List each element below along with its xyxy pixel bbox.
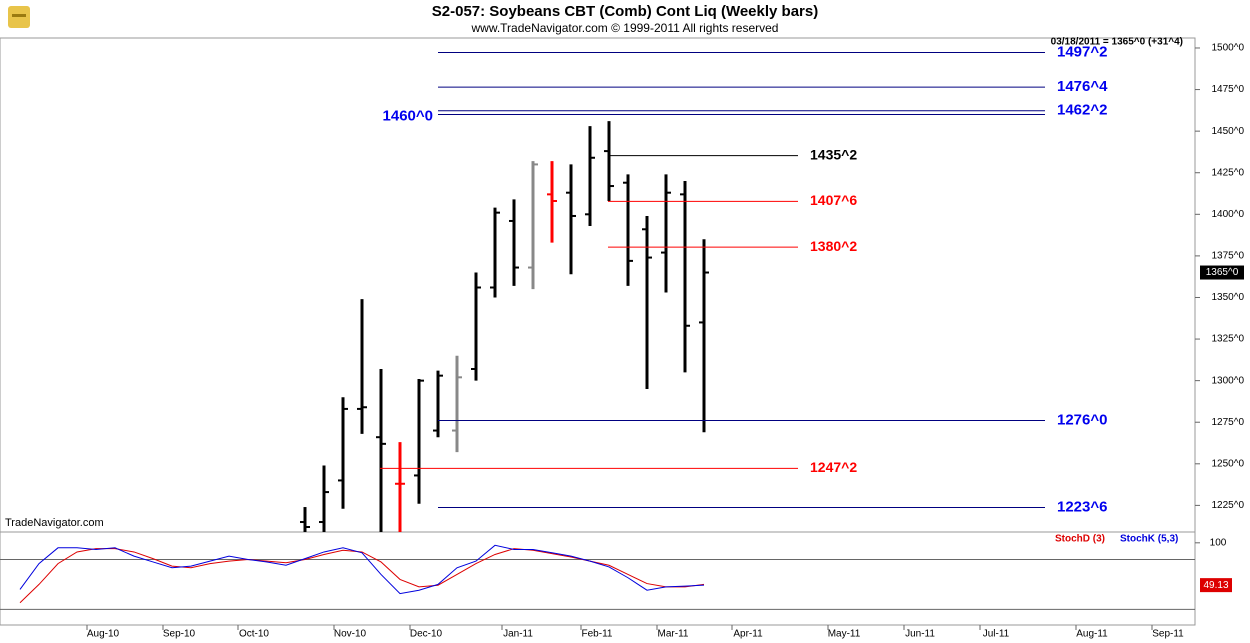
x-tick-label: Aug-10: [87, 629, 120, 640]
level-label: 1407^6: [810, 192, 857, 208]
annotation: 03/18/2011 = 1365^0 (+31^4): [1051, 37, 1183, 48]
watermark: TradeNavigator.com: [5, 517, 104, 529]
x-tick-label: Feb-11: [582, 629, 613, 640]
last-price-box: [1200, 265, 1244, 280]
x-tick-label: Oct-10: [239, 629, 269, 640]
level-label: 1460^0: [383, 107, 433, 124]
x-tick-label: Sep-10: [163, 629, 196, 640]
price-bars: [300, 121, 709, 532]
x-tick-label: Jan-11: [503, 629, 533, 640]
x-tick-label: Jul-11: [983, 629, 1010, 640]
level-label: 1247^2: [810, 459, 857, 475]
y-tick-label: 1475^0: [1212, 84, 1245, 95]
level-label: 1476^4: [1057, 78, 1108, 95]
level-label: 1380^2: [810, 238, 857, 254]
stoch-line: [19, 544, 705, 595]
level-label: 1276^0: [1057, 412, 1107, 429]
x-tick-label: Sep-11: [1152, 629, 1184, 640]
y-tick-label: 1225^0: [1212, 500, 1245, 511]
x-tick-label: Apr-11: [733, 629, 763, 640]
last-price-label: 1365^0: [1206, 267, 1239, 278]
logo-icon: [8, 6, 30, 28]
plot-frame: [0, 37, 1196, 626]
y-tick-label: 1300^0: [1212, 375, 1245, 386]
y-tick-label: 1375^0: [1212, 251, 1245, 262]
y-tick-label: 100: [1210, 537, 1227, 548]
y-tick-label: 1400^0: [1212, 209, 1245, 220]
y-tick-label: 1250^0: [1212, 458, 1245, 469]
level-label: 1462^2: [1057, 102, 1107, 119]
level-label: 1435^2: [810, 146, 857, 162]
y-tick-label: 1500^0: [1212, 43, 1245, 54]
x-tick-label: Dec-10: [410, 629, 443, 640]
chart-title: S2-057: Soybeans CBT (Comb) Cont Liq (We…: [432, 3, 818, 20]
chart-subtitle: www.TradeNavigator.com © 1999-2011 All r…: [471, 21, 779, 35]
x-tick-label: Mar-11: [658, 629, 689, 640]
x-tick-label: Nov-10: [334, 629, 367, 640]
x-tick-label: May-11: [828, 629, 861, 640]
level-label: 1497^2: [1057, 44, 1107, 61]
level-label: 1223^6: [1057, 498, 1107, 515]
last-value-box: [1200, 578, 1232, 593]
y-tick-label: 1325^0: [1212, 334, 1245, 345]
legend-entry: StochD (3): [1055, 534, 1105, 545]
y-tick-label: 1350^0: [1212, 292, 1245, 303]
legend-entry: StochK (5,3): [1120, 534, 1178, 545]
y-tick-label: 1425^0: [1212, 167, 1245, 178]
x-tick-label: Aug-11: [1076, 629, 1108, 640]
x-tick-label: Jun-11: [905, 629, 935, 640]
y-tick-label: 1450^0: [1212, 126, 1245, 137]
y-tick-label: 1275^0: [1212, 417, 1245, 428]
last-value-label: 49.13: [1203, 580, 1228, 591]
